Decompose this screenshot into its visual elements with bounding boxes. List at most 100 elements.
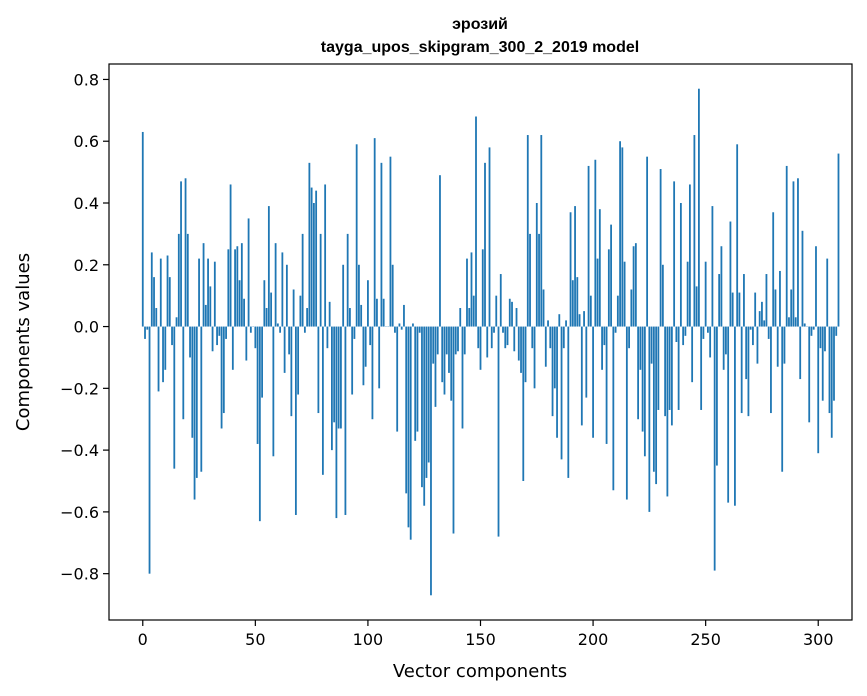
bar-component-299 [815, 246, 817, 327]
x-tick-label-1: 50 [245, 630, 265, 649]
bar-component-53 [261, 326, 263, 398]
bar-component-19 [184, 178, 187, 327]
bar-component-173 [531, 326, 534, 349]
bar-component-72 [303, 326, 306, 333]
bar-component-262 [731, 292, 734, 327]
bar-component-37 [225, 326, 227, 339]
bar-component-274 [758, 311, 761, 327]
bar-component-278 [767, 326, 770, 339]
bar-component-290 [794, 317, 797, 327]
bar-component-198 [587, 165, 590, 327]
bar-component-219 [634, 243, 637, 327]
bar-component-86 [335, 326, 338, 519]
bar-component-157 [495, 295, 498, 327]
bar-component-234 [668, 326, 671, 410]
bar-component-56 [267, 206, 270, 327]
bar-component-32 [213, 261, 216, 327]
bar-component-252 [709, 326, 712, 358]
bar-component-30 [209, 286, 212, 327]
bar-component-48 [249, 326, 252, 333]
bar-component-92 [349, 308, 351, 327]
bar-component-220 [637, 326, 640, 420]
bar-component-41 [234, 249, 236, 327]
bar-component-185 [558, 314, 561, 327]
bar-component-280 [772, 212, 775, 327]
bar-component-168 [520, 326, 522, 373]
bar-component-22 [191, 326, 194, 438]
y-tick-label-2: 0.4 [74, 194, 99, 213]
bar-component-267 [743, 274, 745, 327]
x-tick-label-5: 250 [690, 630, 721, 649]
bar-component-126 [425, 326, 428, 478]
bar-component-18 [182, 326, 185, 420]
bar-component-296 [808, 326, 811, 423]
bar-component-166 [515, 308, 518, 327]
bar-component-189 [567, 326, 570, 478]
bar-component-116 [403, 304, 405, 327]
bar-component-304 [826, 258, 829, 327]
bar-component-260 [727, 326, 730, 503]
bar-component-300 [817, 326, 820, 454]
bar-component-230 [659, 169, 662, 327]
bar-component-29 [207, 258, 209, 327]
bar-component-106 [380, 162, 383, 327]
bar-component-227 [652, 326, 655, 472]
bar-component-95 [355, 144, 358, 327]
bar-component-118 [407, 326, 410, 528]
bar-component-257 [720, 246, 723, 327]
y-tick-label-7: −0.6 [60, 503, 99, 522]
bar-component-158 [497, 326, 500, 537]
bar-component-197 [585, 326, 588, 398]
bar-component-162 [506, 326, 509, 346]
bar-component-193 [576, 277, 579, 327]
bar-component-69 [297, 326, 300, 395]
bar-component-264 [736, 144, 739, 327]
bar-component-254 [713, 326, 716, 571]
bar-component-14 [173, 326, 176, 469]
bar-component-228 [655, 326, 658, 485]
bar-component-239 [679, 203, 682, 327]
bar-component-79 [319, 233, 322, 327]
y-tick-label-0: 0.8 [74, 70, 99, 89]
bar-component-105 [378, 326, 381, 389]
bar-component-63 [283, 326, 286, 373]
bar-component-213 [621, 147, 624, 327]
bar-component-3 [148, 326, 151, 574]
x-tick-label-0: 0 [138, 630, 148, 649]
x-tick-label-3: 150 [465, 630, 496, 649]
bar-component-176 [538, 233, 540, 327]
x-ticks-group: 0 50 100 150 200 250 300 [138, 620, 834, 649]
bar-component-156 [493, 326, 495, 333]
bar-component-271 [752, 326, 754, 346]
bar-component-297 [810, 326, 813, 336]
bar-component-111 [391, 264, 394, 327]
bar-component-33 [216, 326, 218, 346]
bar-component-253 [711, 206, 714, 327]
bar-component-277 [765, 274, 768, 327]
bar-component-273 [756, 326, 759, 364]
x-tick-label-4: 200 [578, 630, 609, 649]
bar-component-291 [797, 178, 799, 327]
bar-component-161 [504, 326, 507, 349]
bar-component-287 [788, 317, 790, 327]
bar-component-282 [776, 326, 779, 367]
bar-component-263 [734, 326, 736, 506]
bar-component-256 [718, 274, 721, 327]
bar-component-81 [324, 184, 327, 327]
bar-component-246 [695, 286, 698, 327]
bar-component-203 [598, 209, 601, 327]
bar-component-87 [337, 326, 340, 429]
bar-component-70 [299, 295, 302, 327]
bar-component-7 [157, 326, 160, 392]
bar-component-163 [508, 298, 511, 327]
x-tick-label-2: 100 [353, 630, 384, 649]
bar-component-153 [486, 326, 489, 358]
bar-component-245 [693, 135, 696, 327]
bar-component-101 [369, 326, 372, 346]
bar-component-11 [166, 255, 169, 327]
bar-component-244 [691, 326, 694, 383]
bar-component-192 [574, 206, 576, 327]
bar-component-122 [416, 326, 419, 432]
bar-component-217 [630, 289, 633, 327]
